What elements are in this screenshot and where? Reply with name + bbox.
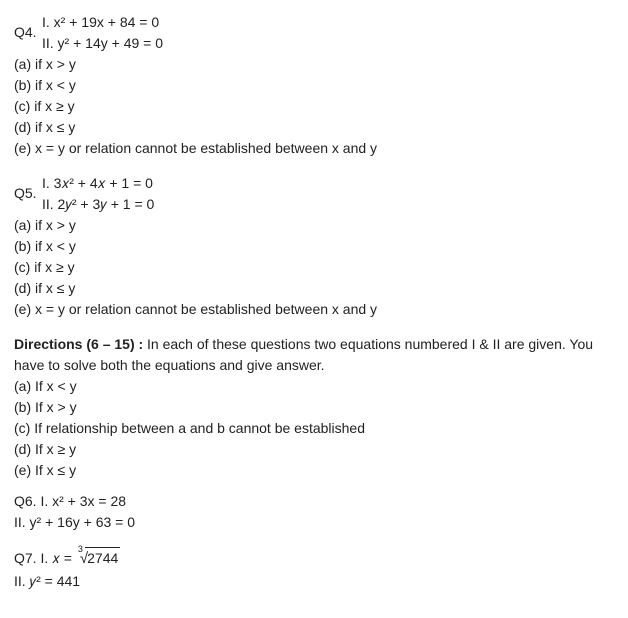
q4-option-d: (d) if x ≤ y [14,117,614,138]
q5-label: Q5. [14,183,37,204]
q4-option-e: (e) x = y or relation cannot be establis… [14,138,614,159]
cube-root-icon: 3 √2744 [80,547,120,571]
q5-option-d: (d) if x ≤ y [14,278,614,299]
radical-content: 2744 [85,547,120,569]
question-4: Q4. I. x² + 19x + 84 = 0 II. y² + 14y + … [14,12,614,159]
q7-prefix: Q7. I. 𝑥 = [14,550,72,566]
q5-eq2: II. 2𝑦² + 3𝑦 + 1 = 0 [42,194,614,215]
q7-eq1: Q7. I. 𝑥 = 3 √2744 [14,547,614,571]
q4-equations: Q4. I. x² + 19x + 84 = 0 II. y² + 14y + … [14,12,614,54]
q4-option-c: (c) if x ≥ y [14,96,614,117]
dir-option-e: (e) If x ≤ y [14,460,614,481]
q6-eq1: Q6. I. x² + 3x = 28 [14,491,614,512]
q5-eq1: I. 3𝑥² + 4𝑥 + 1 = 0 [42,173,614,194]
dir-option-b: (b) If x > y [14,397,614,418]
q5-equations: Q5. I. 3𝑥² + 4𝑥 + 1 = 0 II. 2𝑦² + 3𝑦 + 1… [14,173,614,215]
directions-text: Directions (6 – 15) : In each of these q… [14,334,614,376]
q5-option-e: (e) x = y or relation cannot be establis… [14,299,614,320]
q5-option-b: (b) if x < y [14,236,614,257]
directions-heading: Directions (6 – 15) : [14,336,143,352]
q4-option-b: (b) if x < y [14,75,614,96]
directions-block: Directions (6 – 15) : In each of these q… [14,334,614,481]
radical-index: 3 [78,543,83,557]
question-7: Q7. I. 𝑥 = 3 √2744 II. 𝑦² = 441 [14,547,614,592]
q6-eq2: II. y² + 16y + 63 = 0 [14,512,614,533]
dir-option-a: (a) If x < y [14,376,614,397]
q7-eq2: II. 𝑦² = 441 [14,571,614,592]
question-6: Q6. I. x² + 3x = 28 II. y² + 16y + 63 = … [14,491,614,533]
dir-option-c: (c) If relationship between a and b cann… [14,418,614,439]
q4-eq2: II. y² + 14y + 49 = 0 [42,33,614,54]
question-5: Q5. I. 3𝑥² + 4𝑥 + 1 = 0 II. 2𝑦² + 3𝑦 + 1… [14,173,614,320]
q4-label: Q4. [14,22,37,43]
q4-eq1: I. x² + 19x + 84 = 0 [42,12,614,33]
dir-option-d: (d) If x ≥ y [14,439,614,460]
q5-option-c: (c) if x ≥ y [14,257,614,278]
q5-option-a: (a) if x > y [14,215,614,236]
q4-option-a: (a) if x > y [14,54,614,75]
